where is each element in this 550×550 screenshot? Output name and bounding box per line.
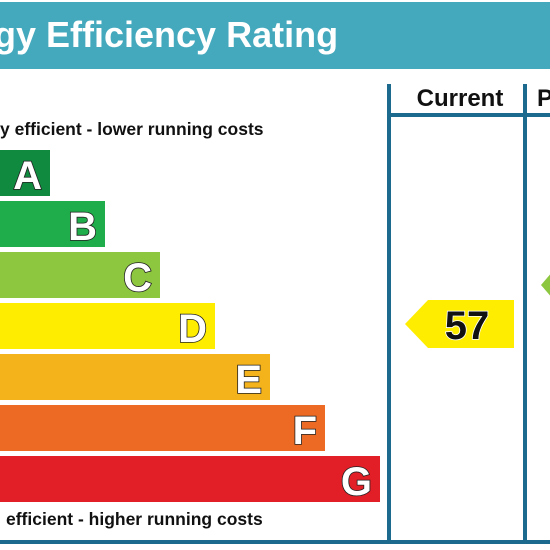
- top-caption: y efficient - lower running costs: [0, 119, 264, 139]
- chart-title: gy Efficiency Rating: [0, 14, 338, 55]
- current-column-left-border: [387, 84, 391, 542]
- band-g: [0, 456, 380, 502]
- current-rating-arrow: 57: [405, 300, 514, 349]
- potential-arrow-shape: [541, 274, 550, 296]
- band-letter-b: B: [68, 205, 97, 249]
- potential-rating-arrow: [541, 274, 550, 296]
- current-column-header: Current: [417, 85, 504, 112]
- band-letter-g: G: [341, 460, 372, 504]
- band-f: [0, 405, 325, 451]
- current-column-right-border: [523, 84, 527, 542]
- band-letter-a: A: [13, 154, 42, 198]
- potential-column-header: P: [537, 85, 550, 112]
- left-frame-line: [0, 540, 550, 544]
- band-c: [0, 252, 160, 298]
- band-letter-f: F: [293, 409, 317, 453]
- current-rating-value: 57: [445, 304, 490, 348]
- current-arrow-shape: [405, 300, 514, 348]
- band-d: [0, 303, 215, 349]
- column-header-divider: [387, 113, 550, 117]
- band-letter-c: C: [123, 256, 152, 300]
- band-letter-d: D: [178, 307, 207, 351]
- header-bar: [0, 2, 550, 69]
- band-e: [0, 354, 270, 400]
- band-a: [0, 150, 50, 196]
- bottom-caption: efficient - higher running costs: [6, 509, 263, 529]
- band-letter-e: E: [235, 358, 262, 402]
- band-b: [0, 201, 105, 247]
